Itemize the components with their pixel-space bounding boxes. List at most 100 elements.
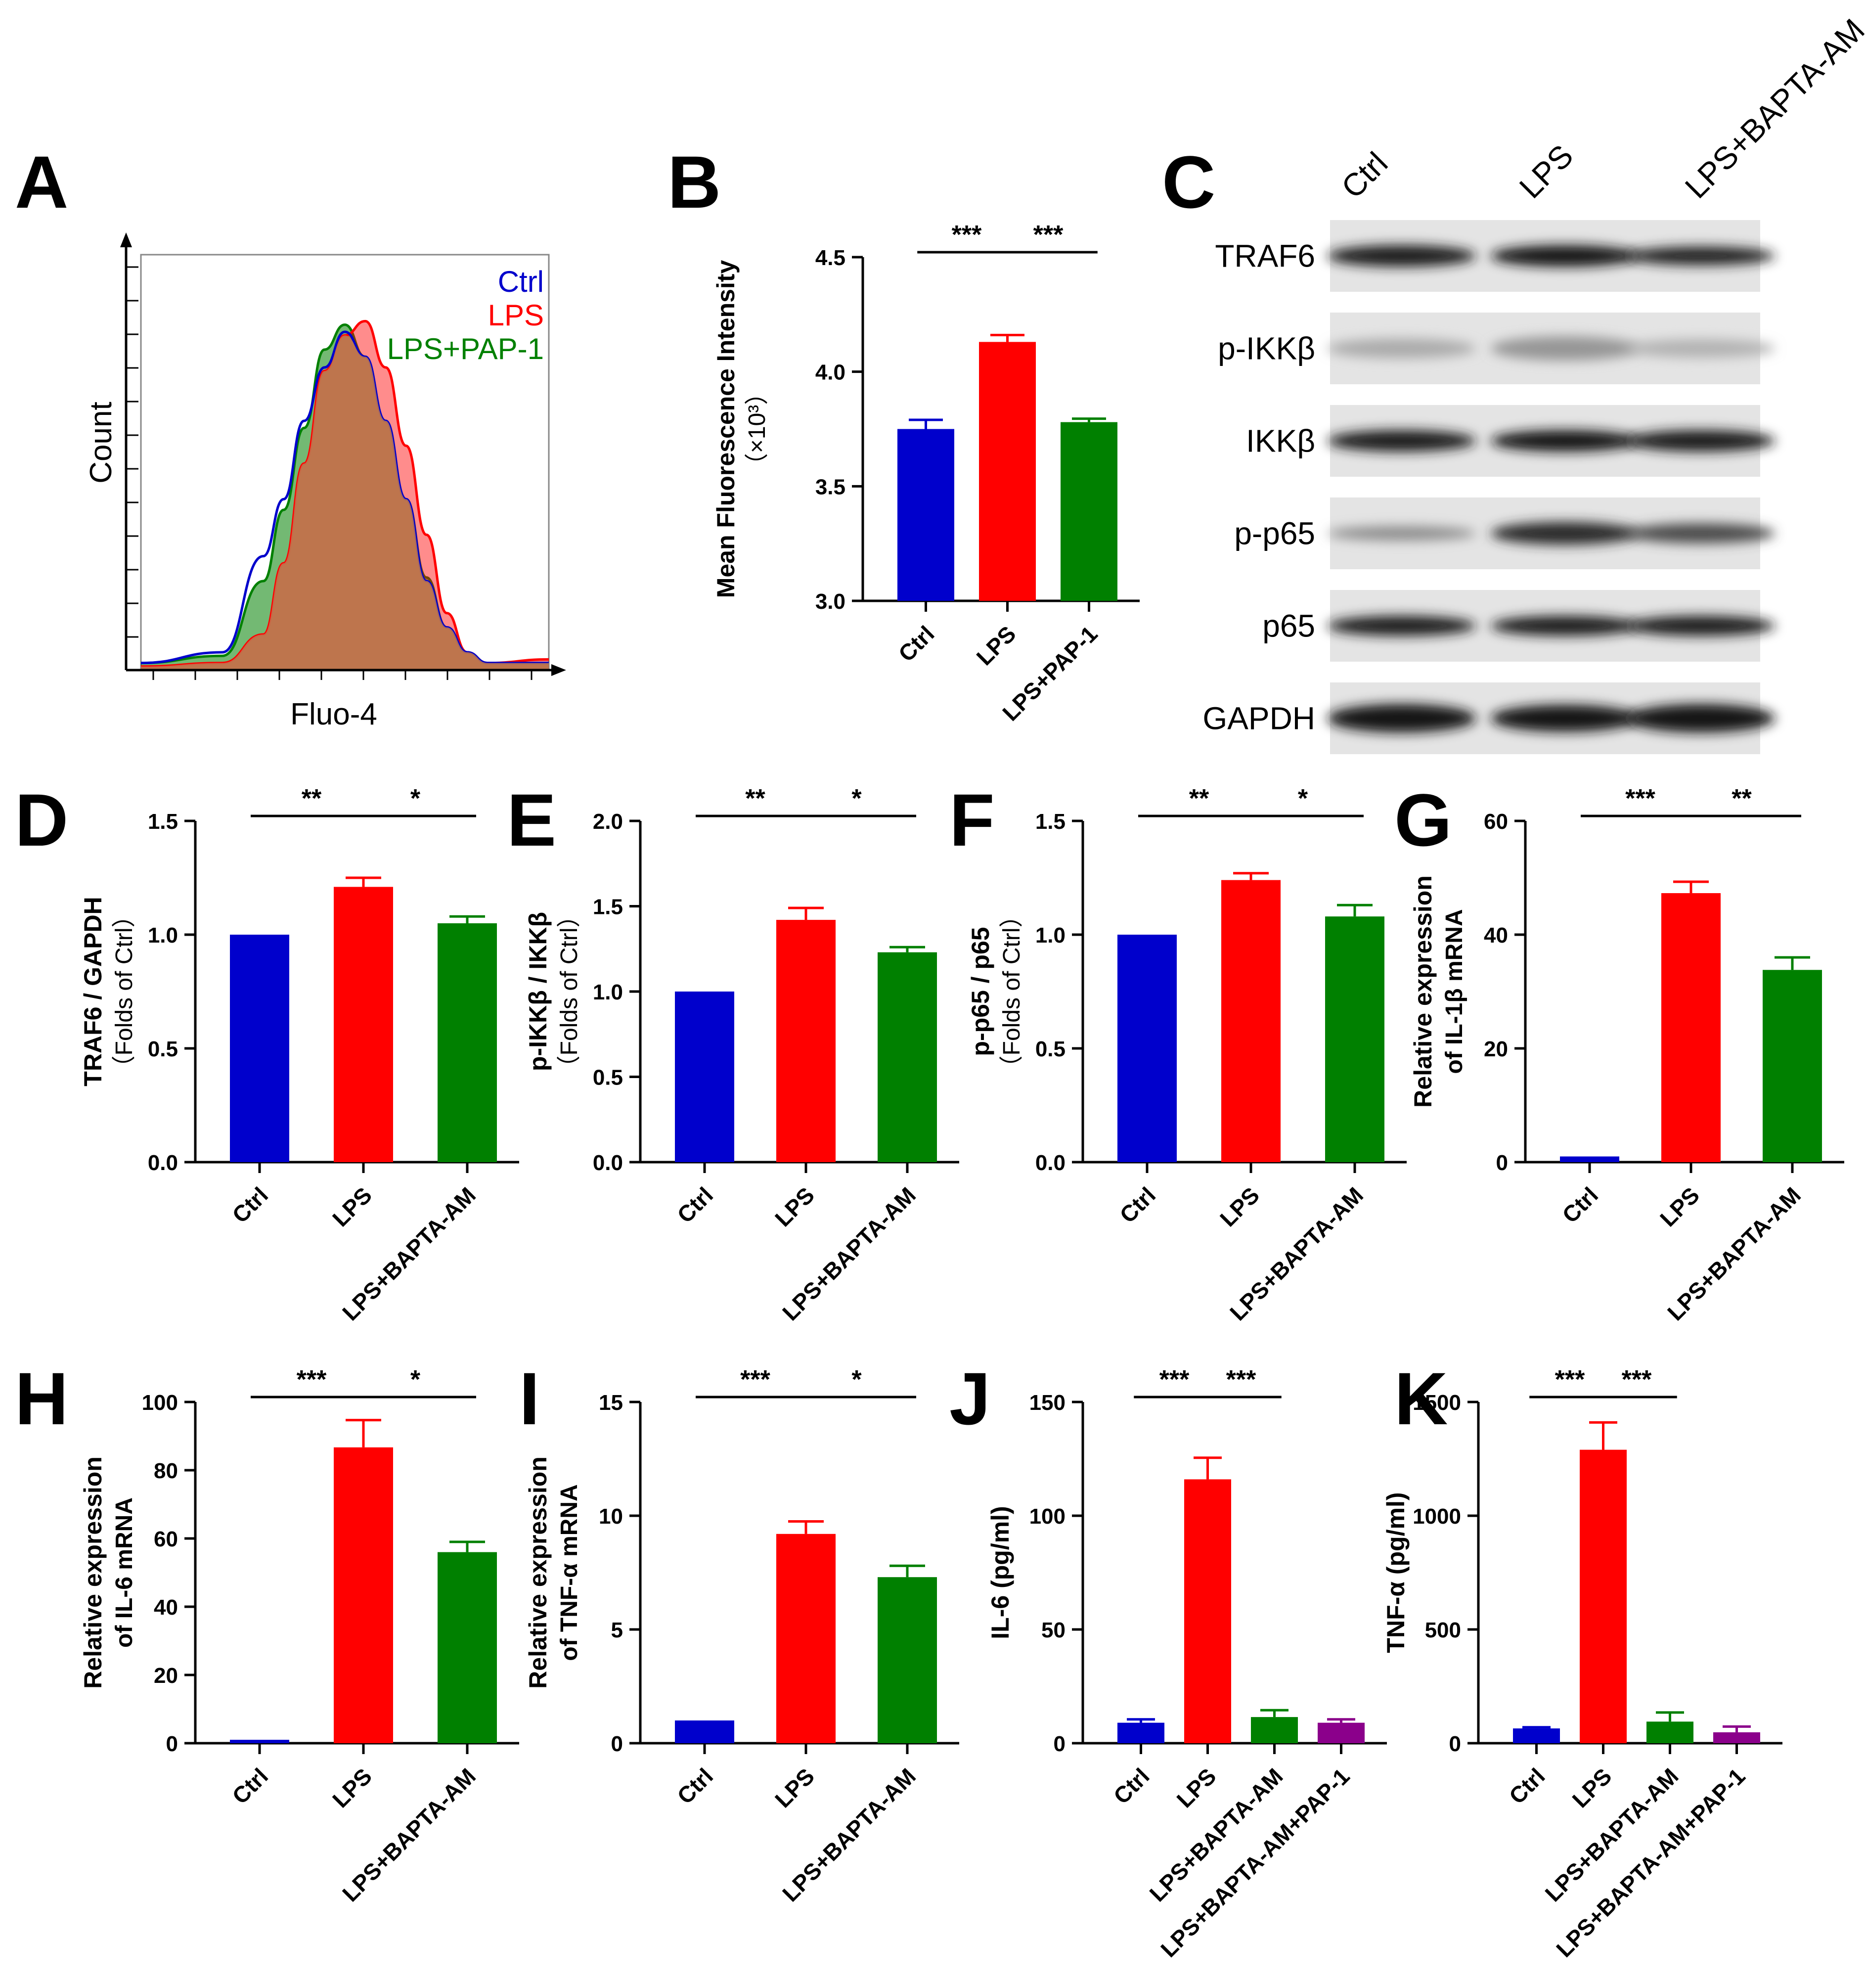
y-tick-label: 1.0 xyxy=(148,923,178,948)
bar xyxy=(1061,422,1117,601)
y-tick-label: 150 xyxy=(1029,1391,1066,1415)
y-tick-label: 50 xyxy=(1041,1618,1066,1642)
blot-band xyxy=(1491,616,1639,636)
panel-letter-k: K xyxy=(1394,1357,1448,1440)
significance-label: *** xyxy=(740,1365,770,1394)
blot-row-label: p65 xyxy=(1262,608,1315,644)
x-tick-label: LPS xyxy=(1655,1182,1704,1231)
bar xyxy=(878,1577,937,1743)
blot-row-label: p-p65 xyxy=(1234,516,1315,551)
significance-label: ** xyxy=(745,784,765,813)
y-axis-label-secondary: （Folds of Ctrl） xyxy=(111,904,137,1080)
blot-band xyxy=(1627,523,1775,543)
bar xyxy=(1325,916,1384,1162)
y-tick-label: 100 xyxy=(142,1391,178,1415)
significance-label: *** xyxy=(297,1365,327,1394)
x-tick-label: Ctrl xyxy=(672,1763,718,1809)
y-axis-label: Mean Fluorescence Intensity xyxy=(712,260,740,598)
y-tick-label: 1.5 xyxy=(1035,810,1066,834)
y-tick-label: 15 xyxy=(599,1391,623,1415)
x-tick-label: Ctrl xyxy=(227,1182,273,1228)
bar xyxy=(334,1447,393,1743)
y-tick-label: 60 xyxy=(154,1527,178,1551)
y-tick-label: 0.0 xyxy=(1035,1151,1066,1175)
blot-band xyxy=(1627,704,1775,733)
blot-band xyxy=(1627,246,1775,266)
y-axis-label: TRAF6 / GAPDH xyxy=(79,897,107,1086)
y-axis-label: Relative expression xyxy=(79,1456,107,1689)
significance-label: ** xyxy=(302,784,322,813)
bar xyxy=(1318,1722,1365,1743)
y-axis-label-secondary: （Folds of Ctrl） xyxy=(556,904,582,1080)
x-tick-label: Ctrl xyxy=(893,621,939,667)
blot-band xyxy=(1491,336,1639,361)
significance-label: * xyxy=(410,784,421,813)
y-tick-label: 0.5 xyxy=(593,1066,623,1090)
bar xyxy=(1117,1722,1164,1743)
bar xyxy=(776,920,836,1162)
y-tick-label: 0 xyxy=(611,1732,623,1756)
x-tick-label: Ctrl xyxy=(227,1763,273,1809)
blot-band xyxy=(1627,616,1775,636)
y-tick-label: 40 xyxy=(154,1595,178,1620)
bar xyxy=(979,342,1036,601)
blot-row-label: IKKβ xyxy=(1246,423,1315,459)
y-axis-label: Count xyxy=(84,402,118,483)
blot-band xyxy=(1328,526,1476,541)
y-tick-label: 2.0 xyxy=(593,810,623,834)
blot-band xyxy=(1491,704,1639,732)
y-tick-label: 0.5 xyxy=(148,1037,178,1061)
x-axis-arrow xyxy=(551,664,566,676)
y-tick-label: 80 xyxy=(154,1459,178,1483)
y-axis-label: p-p65 / p65 xyxy=(967,927,994,1056)
significance-label: *** xyxy=(1226,1365,1256,1394)
blot-band xyxy=(1491,245,1639,267)
blot-band xyxy=(1328,245,1476,267)
significance-label: * xyxy=(410,1365,421,1394)
y-tick-label: 0 xyxy=(1496,1151,1508,1175)
bar xyxy=(230,935,289,1162)
blot-band xyxy=(1627,339,1775,358)
y-tick-label: 0.5 xyxy=(1035,1037,1066,1061)
significance-label: *** xyxy=(1625,784,1655,813)
bar xyxy=(1513,1728,1560,1743)
x-tick-label: LPS xyxy=(1215,1182,1264,1231)
bar xyxy=(675,992,734,1162)
y-tick-label: 1.5 xyxy=(593,895,623,919)
blot-column-label: LPS+BAPTA-AM xyxy=(1678,12,1866,205)
panel-letter-c: C xyxy=(1162,140,1215,224)
bar xyxy=(1251,1717,1298,1743)
y-tick-label: 60 xyxy=(1484,810,1508,834)
y-tick-label: 0 xyxy=(1054,1732,1066,1756)
bar xyxy=(1580,1449,1627,1743)
y-axis-label-secondary: （Folds of Ctrl） xyxy=(999,904,1025,1080)
significance-label: * xyxy=(851,1365,862,1394)
bar xyxy=(334,887,393,1162)
x-tick-label: LPS xyxy=(1567,1763,1617,1812)
blot-row-label: p-IKKβ xyxy=(1218,331,1315,366)
y-tick-label: 0 xyxy=(166,1732,178,1756)
y-tick-label: 1000 xyxy=(1413,1504,1461,1529)
significance-label: *** xyxy=(1555,1365,1585,1394)
significance-label: *** xyxy=(1033,221,1064,249)
y-axis-label: Relative expression xyxy=(1409,875,1437,1108)
x-tick-label: LPS xyxy=(1172,1763,1221,1812)
blot-band xyxy=(1491,522,1639,545)
x-tick-label: Ctrl xyxy=(1114,1182,1160,1228)
significance-label: ** xyxy=(1732,784,1752,813)
bar xyxy=(675,1720,734,1743)
bar xyxy=(897,429,954,601)
blot-column-label: LPS xyxy=(1512,137,1580,205)
panel-letter-j: J xyxy=(949,1357,990,1440)
y-axis-label: IL-6 (pg/ml) xyxy=(986,1506,1014,1639)
bar xyxy=(1560,1156,1619,1162)
y-axis-arrow xyxy=(120,232,132,247)
x-axis-label: Fluo-4 xyxy=(290,697,377,731)
blot-band xyxy=(1491,430,1639,452)
blot-row-label: TRAF6 xyxy=(1215,238,1315,274)
